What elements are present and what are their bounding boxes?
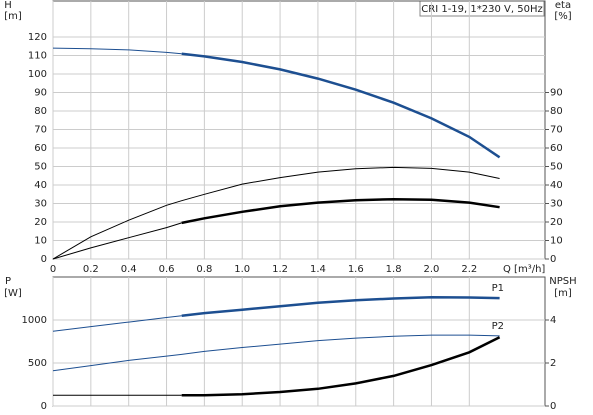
curve xyxy=(52,334,500,372)
y-tick-label: 40 xyxy=(34,180,47,191)
y2-tick-label: 0 xyxy=(550,254,556,265)
x-tick-label: 0.2 xyxy=(83,264,99,275)
y-axis-unit: [m] xyxy=(4,11,22,22)
y2-tick-label: 10 xyxy=(550,236,563,247)
curve xyxy=(181,52,501,159)
y2-tick-label: 40 xyxy=(550,180,563,191)
y-tick-label: 120 xyxy=(28,32,47,43)
y2-tick-label: 60 xyxy=(550,143,563,154)
y-tick-label: 90 xyxy=(34,88,47,99)
y2-tick-label: 2 xyxy=(550,358,556,369)
curve xyxy=(181,336,501,397)
y2-tick-label: 70 xyxy=(550,125,563,136)
y2-axis-label: eta xyxy=(555,0,571,11)
curve xyxy=(52,47,182,55)
y2-tick-label: 80 xyxy=(550,106,563,117)
y2-tick-label: 30 xyxy=(550,199,563,210)
x-tick-label: 0.8 xyxy=(196,264,212,275)
y-tick-label: 60 xyxy=(34,143,47,154)
x-tick-label: 0.4 xyxy=(121,264,137,275)
curve-label: P2 xyxy=(492,321,504,332)
y-tick-label: 80 xyxy=(34,106,47,117)
legend-text: CRI 1-19, 1*230 V, 50Hz xyxy=(421,4,542,15)
y-tick-label: 100 xyxy=(28,69,47,80)
y-axis-label: P xyxy=(5,276,11,287)
x-tick-label: 1.8 xyxy=(386,264,402,275)
y-tick-label: 20 xyxy=(34,217,47,228)
x-tick-label: 2.0 xyxy=(424,264,440,275)
y-axis-unit: [W] xyxy=(4,288,22,299)
curve xyxy=(52,166,500,260)
x-axis-label: Q [m³/h] xyxy=(503,264,545,275)
y2-tick-label: 90 xyxy=(550,88,563,99)
y-tick-label: 50 xyxy=(34,162,47,173)
y-tick-label: 70 xyxy=(34,125,47,136)
curve xyxy=(52,222,182,260)
y-tick-label: 1000 xyxy=(22,315,47,326)
y-axis-label: H xyxy=(4,0,12,11)
y-tick-label: 0 xyxy=(41,254,47,265)
curve xyxy=(181,295,500,317)
y2-tick-label: 4 xyxy=(550,315,556,326)
x-tick-label: 0.6 xyxy=(159,264,175,275)
y-tick-label: 0 xyxy=(41,401,47,412)
x-tick-label: 1.4 xyxy=(310,264,326,275)
x-tick-label: 2.2 xyxy=(461,264,477,275)
y-tick-label: 30 xyxy=(34,199,47,210)
y2-tick-label: 50 xyxy=(550,162,563,173)
x-tick-label: 1.0 xyxy=(234,264,250,275)
y2-axis-label: NPSH xyxy=(549,276,576,287)
y-tick-label: 500 xyxy=(28,358,47,369)
y2-tick-label: 0 xyxy=(550,401,556,412)
curve xyxy=(181,197,500,225)
y2-tick-label: 20 xyxy=(550,217,563,228)
x-tick-label: 1.6 xyxy=(348,264,364,275)
y2-axis-unit: [%] xyxy=(554,11,571,22)
x-tick-label: 1.2 xyxy=(272,264,288,275)
y2-axis-unit: [m] xyxy=(554,288,572,299)
y-tick-label: 10 xyxy=(34,236,47,247)
curve-label: P1 xyxy=(492,283,504,294)
curve xyxy=(52,315,182,332)
y-tick-label: 110 xyxy=(28,51,47,62)
x-tick-label: 0 xyxy=(50,264,56,275)
